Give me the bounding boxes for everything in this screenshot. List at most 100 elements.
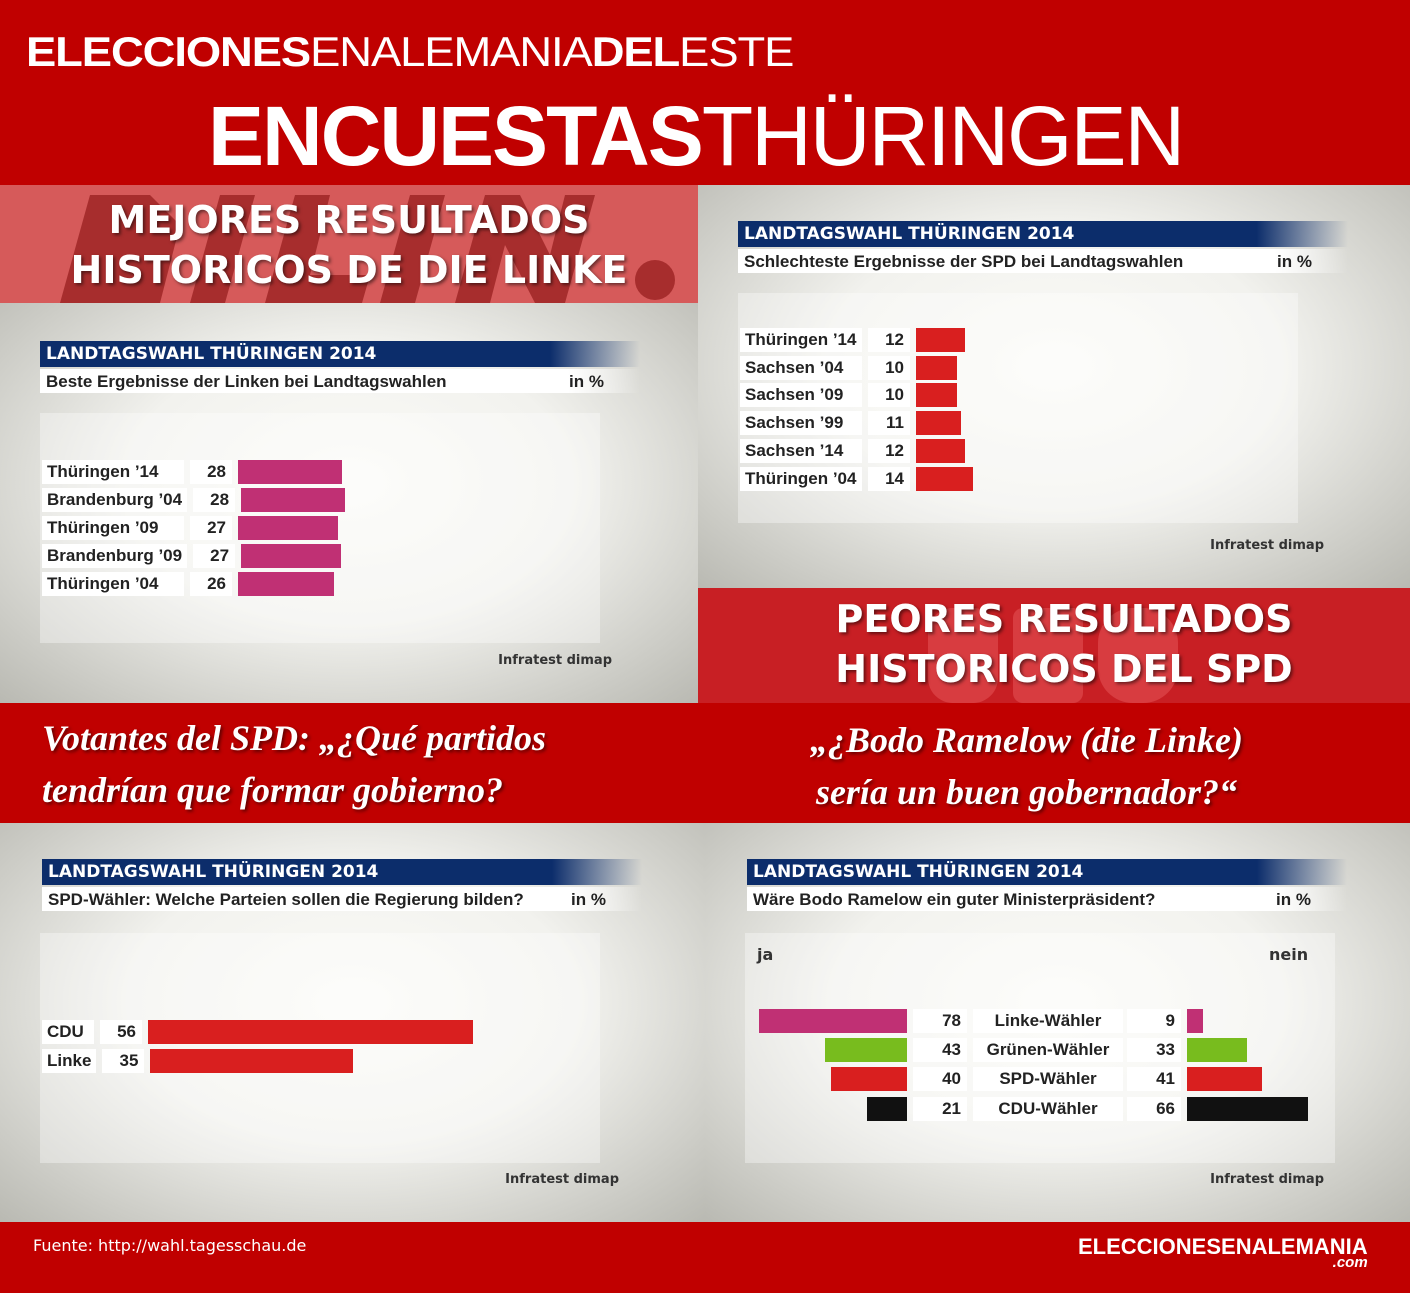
bar xyxy=(916,466,974,491)
category-label: Brandenburg ’04 xyxy=(42,488,188,512)
value-label: 10 xyxy=(868,383,910,408)
nein-bar xyxy=(1187,1009,1204,1033)
bar-row: Linke 35 xyxy=(42,1049,354,1073)
ja-bar xyxy=(825,1038,907,1063)
unit-label: in % xyxy=(571,890,606,909)
bar-row: Sachsen ’09 10 xyxy=(740,383,957,408)
bar-row: Sachsen ’14 12 xyxy=(740,438,966,463)
nein-value: 33 xyxy=(1127,1038,1181,1063)
chart-subtitle: SPD-Wähler: Welche Parteien sollen die R… xyxy=(42,887,642,911)
ja-value: 78 xyxy=(913,1009,967,1033)
banner-title: PEORES RESULTADOS xyxy=(835,597,1293,641)
bar xyxy=(916,328,966,352)
value-label: 28 xyxy=(190,460,232,484)
question-spd: Votantes del SPD: „¿Qué partidos tendrían… xyxy=(42,718,547,810)
nein-bar xyxy=(1187,1067,1263,1092)
source-label: Infratest dimap xyxy=(498,653,612,668)
value-label: 26 xyxy=(190,572,232,596)
subtitle-text: Schlechteste Ergebnisse der SPD bei Land… xyxy=(744,252,1184,271)
category-label: Thüringen ’14 xyxy=(740,328,862,352)
ja-value: 21 xyxy=(913,1096,967,1121)
value-label: 10 xyxy=(868,355,910,380)
plot-area xyxy=(40,933,600,1163)
subtitle-text: Wäre Bodo Ramelow ein guter Ministerpräs… xyxy=(753,890,1156,909)
banner-title: HISTORICOS DE DIE LINKE xyxy=(70,248,628,292)
source-label: Infratest dimap xyxy=(1210,538,1324,553)
category-label: Sachsen ’14 xyxy=(740,438,862,463)
value-label: 27 xyxy=(193,544,236,568)
source-label: Infratest dimap xyxy=(505,1172,619,1187)
chart-title: LANDTAGSWAHL THÜRINGEN 2014 xyxy=(40,341,640,367)
ja-bar xyxy=(758,1009,907,1033)
category-label: Thüringen ’04 xyxy=(42,572,184,596)
value-label: 56 xyxy=(100,1020,142,1044)
category-label: CDU xyxy=(42,1020,94,1044)
category-label: SPD-Wähler xyxy=(973,1067,1123,1092)
ja-label: ja xyxy=(757,945,774,964)
category-label: Thüringen ’09 xyxy=(42,516,184,540)
source-text: Fuente: http://wahl.tagesschau.de xyxy=(33,1236,307,1255)
bar-row: Brandenburg ’04 28 xyxy=(42,488,345,512)
bar xyxy=(241,488,345,512)
category-label: Linke xyxy=(42,1049,97,1073)
category-label: Sachsen ’09 xyxy=(740,383,862,408)
chart-linke: LANDTAGSWAHL THÜRINGEN 2014 Beste Ergebni… xyxy=(0,303,698,703)
unit-label: in % xyxy=(1276,890,1311,909)
source-label: Infratest dimap xyxy=(1210,1172,1324,1187)
chart-subtitle: Beste Ergebnisse der Linken bei Landtags… xyxy=(40,369,640,393)
question-ramelow: „¿Bodo Ramelow (die Linke) sería un buen … xyxy=(810,720,1243,812)
chart-subtitle: Schlechteste Ergebnisse der SPD bei Land… xyxy=(738,249,1348,273)
value-label: 14 xyxy=(868,466,910,491)
bar xyxy=(916,438,966,463)
chart-ramelow: LANDTAGSWAHL THÜRINGEN 2014 Wäre Bodo Ram… xyxy=(705,823,1410,1222)
value-label: 12 xyxy=(868,438,910,463)
chart-title: LANDTAGSWAHL THÜRINGEN 2014 xyxy=(747,859,1347,885)
bar-row: Thüringen ’09 27 xyxy=(42,516,338,540)
bar xyxy=(916,383,957,408)
bar-row: Thüringen ’14 12 xyxy=(740,328,966,352)
bar-row: Thüringen ’04 14 xyxy=(740,466,974,491)
nein-value: 66 xyxy=(1127,1096,1181,1121)
category-label: Linke-Wähler xyxy=(973,1009,1123,1033)
bar xyxy=(241,544,341,568)
value-label: 28 xyxy=(193,488,236,512)
category-label: Grünen-Wähler xyxy=(973,1038,1123,1063)
chart-subtitle: Wäre Bodo Ramelow ein guter Ministerpräs… xyxy=(747,887,1347,911)
banner-title: HISTORICOS DEL SPD xyxy=(835,647,1293,691)
linke-watermark-logo xyxy=(60,195,675,303)
bar-row: Thüringen ’14 28 xyxy=(42,460,342,484)
unit-label: in % xyxy=(1277,252,1312,271)
nein-bar xyxy=(1187,1038,1248,1063)
header-line-1: ELECCIONESENALEMANIADELESTE xyxy=(26,28,794,75)
nein-bar xyxy=(1187,1096,1308,1121)
value-label: 35 xyxy=(102,1049,145,1073)
category-label: CDU-Wähler xyxy=(973,1096,1123,1121)
chart-spd-voters: LANDTAGSWAHL THÜRINGEN 2014 SPD-Wähler: W… xyxy=(0,823,705,1222)
banner-title: MEJORES RESULTADOS xyxy=(108,198,590,242)
bar xyxy=(238,516,338,540)
ja-value: 43 xyxy=(913,1038,967,1063)
bar xyxy=(916,411,962,436)
subtitle-text: SPD-Wähler: Welche Parteien sollen die R… xyxy=(48,890,524,909)
nein-value: 9 xyxy=(1127,1009,1181,1033)
chart-title: LANDTAGSWAHL THÜRINGEN 2014 xyxy=(42,859,642,885)
bar-row: Brandenburg ’09 27 xyxy=(42,544,341,568)
spd-banner: PEORES RESULTADOS HISTORICOS DEL SPD xyxy=(698,588,1410,703)
chart-title: LANDTAGSWAHL THÜRINGEN 2014 xyxy=(738,221,1348,247)
bar xyxy=(148,1020,473,1044)
category-label: Thüringen ’04 xyxy=(740,466,862,491)
category-label: Brandenburg ’09 xyxy=(42,544,188,568)
bar-row: CDU 56 xyxy=(42,1020,473,1044)
category-label: Sachsen ’99 xyxy=(740,411,862,436)
value-label: 11 xyxy=(868,411,910,436)
page-title: ENCUESTASTHÜRINGEN xyxy=(208,89,1185,183)
unit-label: in % xyxy=(569,372,604,391)
value-label: 27 xyxy=(190,516,232,540)
subtitle-text: Beste Ergebnisse der Linken bei Landtags… xyxy=(46,372,447,391)
ja-bar xyxy=(867,1096,907,1121)
bar-row: Sachsen ’04 10 xyxy=(740,355,957,380)
category-label: Sachsen ’04 xyxy=(740,355,862,380)
nein-value: 41 xyxy=(1127,1067,1181,1092)
nein-label: nein xyxy=(1269,945,1309,964)
category-label: Thüringen ’14 xyxy=(42,460,184,484)
